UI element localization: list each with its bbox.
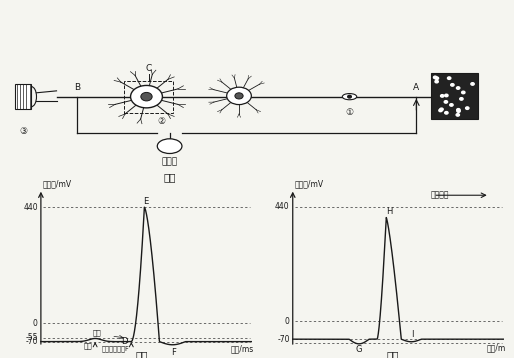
- Ellipse shape: [445, 94, 448, 97]
- Ellipse shape: [457, 108, 460, 111]
- Text: 时间/ms: 时间/ms: [231, 345, 254, 354]
- Text: -70: -70: [25, 337, 38, 346]
- Text: 0: 0: [33, 319, 38, 328]
- Ellipse shape: [435, 77, 438, 79]
- Ellipse shape: [462, 91, 465, 94]
- Ellipse shape: [471, 83, 474, 85]
- Text: C: C: [146, 64, 152, 73]
- Text: 位移/m: 位移/m: [486, 344, 506, 353]
- Ellipse shape: [235, 93, 243, 99]
- Text: ②: ②: [158, 117, 166, 126]
- Ellipse shape: [445, 112, 448, 114]
- Text: 440: 440: [275, 202, 290, 212]
- Text: 图二: 图二: [135, 350, 148, 358]
- Ellipse shape: [440, 95, 444, 97]
- Ellipse shape: [348, 95, 352, 98]
- Text: 图三: 图三: [387, 350, 399, 358]
- Ellipse shape: [440, 108, 443, 111]
- Ellipse shape: [451, 84, 454, 86]
- Text: -55: -55: [25, 333, 38, 342]
- Ellipse shape: [227, 87, 251, 105]
- Ellipse shape: [456, 113, 460, 116]
- Text: 阈下刺激反应F: 阈下刺激反应F: [101, 345, 129, 352]
- Bar: [431, 73, 478, 119]
- Text: 膜电位/mV: 膜电位/mV: [295, 179, 324, 188]
- Text: F: F: [172, 348, 176, 358]
- Text: D: D: [121, 337, 127, 345]
- Text: 电流计: 电流计: [161, 158, 178, 167]
- Bar: [15, 84, 31, 109]
- Ellipse shape: [466, 107, 469, 110]
- Text: 440: 440: [23, 203, 38, 212]
- Ellipse shape: [435, 80, 438, 83]
- Ellipse shape: [141, 92, 152, 101]
- Text: H: H: [386, 207, 393, 216]
- Ellipse shape: [439, 109, 442, 112]
- Ellipse shape: [448, 77, 451, 79]
- Ellipse shape: [157, 139, 182, 154]
- Text: 刺激: 刺激: [84, 342, 93, 349]
- Ellipse shape: [433, 76, 437, 79]
- Text: E: E: [143, 197, 149, 206]
- Text: 膜电位/mV: 膜电位/mV: [43, 179, 72, 188]
- Ellipse shape: [342, 93, 357, 100]
- Text: B: B: [74, 83, 80, 92]
- Text: ③: ③: [19, 127, 27, 136]
- Ellipse shape: [450, 104, 453, 106]
- Text: A: A: [413, 83, 419, 92]
- Ellipse shape: [444, 101, 448, 103]
- Text: G: G: [356, 345, 362, 354]
- Text: 阈值: 阈值: [93, 329, 102, 335]
- Text: 传导方向: 传导方向: [430, 191, 449, 200]
- Text: -70: -70: [277, 335, 290, 344]
- Ellipse shape: [460, 98, 463, 100]
- Ellipse shape: [131, 86, 162, 108]
- Text: ①: ①: [345, 108, 354, 117]
- Ellipse shape: [457, 110, 460, 112]
- Bar: [124, 81, 173, 113]
- Ellipse shape: [456, 87, 460, 89]
- Text: I: I: [411, 330, 414, 339]
- Text: 图一: 图一: [163, 172, 176, 182]
- Text: 0: 0: [285, 316, 290, 325]
